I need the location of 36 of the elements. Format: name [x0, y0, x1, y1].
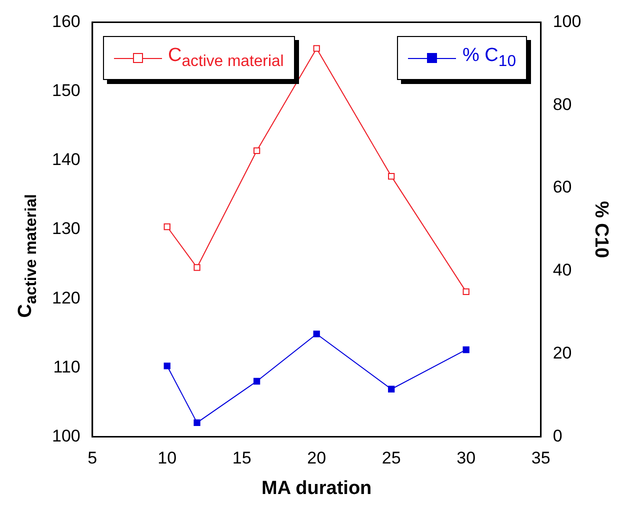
y2-tick-label: 0: [552, 426, 562, 446]
legend-label: % C$_{10}$: [462, 45, 516, 71]
x-tick-label: 35: [531, 448, 550, 468]
legend-label: C$_{active material}$: [168, 45, 284, 71]
y-tick-label: 150: [52, 80, 80, 100]
y2-tick-label: 80: [552, 94, 572, 114]
point: [253, 147, 260, 154]
x-tick-label: 15: [232, 448, 252, 468]
y-tick-label: 140: [52, 150, 80, 170]
point: [194, 419, 200, 426]
y-tick-label: 120: [52, 288, 80, 308]
y2-tick-label: 40: [552, 260, 572, 280]
x-tick-label: 30: [456, 448, 476, 468]
x-tick-label: 25: [382, 448, 401, 468]
y-tick-label: 110: [53, 357, 80, 376]
point: [313, 330, 320, 338]
y2-tick-label: 100: [552, 12, 582, 31]
point: [388, 386, 395, 392]
y-tick-label: 160: [52, 12, 80, 31]
y2-tick-label: 60: [552, 178, 572, 197]
y2-tick-label: 20: [552, 344, 572, 363]
x-axis-title: MA duration: [262, 478, 372, 499]
x-tick-label: 10: [158, 448, 177, 468]
y2-axis-title: % C10: [590, 200, 612, 258]
point: [164, 223, 170, 230]
point: [462, 288, 470, 296]
point: [462, 346, 470, 354]
x-tick-label: 5: [88, 448, 98, 468]
point: [194, 264, 200, 271]
point: [253, 378, 260, 385]
point: [313, 45, 320, 52]
y-tick-label: 100: [52, 426, 80, 446]
point: [388, 172, 395, 180]
x-tick-label: 20: [307, 448, 326, 468]
y-tick-label: 130: [52, 219, 80, 238]
point: [164, 362, 170, 370]
